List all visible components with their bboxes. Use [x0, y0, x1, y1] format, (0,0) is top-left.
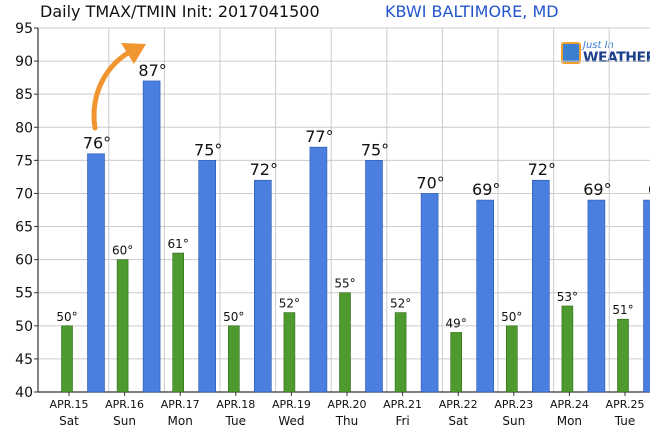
tmin-label: 52° — [279, 297, 300, 311]
tmax-label: 69° — [583, 180, 611, 199]
tmax-label: 72° — [528, 160, 556, 179]
tmin-label: 60° — [112, 244, 133, 258]
tmin-label: 50° — [501, 310, 522, 324]
x-day-label: Fri — [395, 414, 409, 428]
x-tick-label: APR.15 — [50, 398, 89, 411]
x-day-label: Mon — [168, 414, 193, 428]
tmin-label: 52° — [390, 297, 411, 311]
tmax-label: 6 — [648, 180, 650, 199]
tmin-label: 50° — [223, 310, 244, 324]
y-tick-label: 95 — [15, 21, 33, 37]
tmin-bar — [228, 325, 240, 393]
x-tick-label: APR.24 — [550, 398, 589, 411]
tmin-bar — [172, 252, 184, 393]
station-name: KBWI BALTIMORE, MD — [385, 2, 559, 21]
y-tick-label: 50 — [15, 319, 33, 335]
y-tick-label: 85 — [15, 87, 33, 103]
tmax-bar — [365, 160, 383, 393]
y-tick-label: 40 — [15, 385, 33, 401]
x-day-label: Mon — [557, 414, 582, 428]
tmax-label: 69° — [472, 180, 500, 199]
x-day-label: Sun — [113, 414, 136, 428]
x-day-label: Tue — [614, 414, 636, 428]
x-day-label: Tue — [225, 414, 247, 428]
tmax-label: 87° — [138, 61, 166, 80]
x-tick-label: APR.25 — [606, 398, 645, 411]
x-tick-label: APR.16 — [105, 398, 144, 411]
x-day-label: Sun — [502, 414, 525, 428]
tmin-label: 53° — [557, 290, 578, 304]
y-tick-label: 75 — [15, 153, 33, 169]
x-tick-label: APR.17 — [161, 398, 200, 411]
x-day-label: Wed — [278, 414, 304, 428]
phone-icon — [561, 42, 581, 64]
logo-line2: WEATHER — [583, 50, 650, 66]
y-tick-label: 80 — [15, 120, 33, 136]
x-tick-label: APR.19 — [272, 398, 311, 411]
x-tick-label: APR.22 — [439, 398, 478, 411]
tmax-bar — [254, 179, 272, 393]
y-tick-label: 60 — [15, 253, 33, 269]
tmax-label: 75° — [361, 140, 389, 159]
y-tick-label: 45 — [15, 352, 33, 368]
logo-line1: Just In — [583, 40, 614, 51]
x-tick-label: APR.23 — [494, 398, 533, 411]
tmax-bar — [198, 160, 216, 393]
tmin-label: 49° — [446, 316, 467, 330]
tmin-label: 51° — [612, 303, 633, 317]
tmin-bar — [339, 292, 351, 393]
tmin-bar — [450, 332, 463, 393]
x-day-label: Sat — [448, 414, 468, 428]
tmin-label: 61° — [168, 237, 189, 251]
tmin-bar — [116, 259, 129, 393]
tmax-bar — [142, 80, 161, 393]
tmin-bar — [505, 325, 518, 393]
tmax-bar — [643, 199, 650, 393]
tmax-bar — [87, 153, 105, 393]
tmin-label: 50° — [56, 310, 77, 324]
y-tick-label: 90 — [15, 54, 33, 70]
trend-arrow-head-icon — [121, 43, 146, 64]
trend-arrow-icon — [91, 47, 136, 131]
tmin-bar — [561, 305, 574, 393]
x-tick-label: APR.18 — [216, 398, 255, 411]
tmax-bar — [476, 199, 495, 393]
tmax-label: 77° — [305, 127, 333, 146]
tmax-label: 72° — [250, 160, 278, 179]
chart-title: Daily TMAX/TMIN Init: 2017041500 — [40, 2, 320, 21]
tmax-bar — [309, 146, 328, 393]
tmax-bar — [587, 199, 606, 393]
tmax-label: 75° — [194, 140, 222, 159]
tmax-label: 70° — [416, 173, 444, 192]
tmin-bar — [283, 312, 296, 393]
tmin-bar — [394, 312, 407, 393]
y-tick-label: 70 — [15, 186, 33, 202]
x-tick-label: APR.21 — [383, 398, 422, 411]
tmax-label: 76° — [83, 134, 111, 153]
just-in-weather-logo: Just In WEATHER — [561, 40, 650, 68]
y-tick-label: 65 — [15, 220, 33, 236]
x-day-label: Thu — [335, 414, 359, 428]
tmin-bar — [61, 325, 73, 393]
x-day-label: Sat — [59, 414, 79, 428]
tmin-label: 55° — [334, 277, 355, 291]
tmax-bar — [420, 193, 439, 393]
x-tick-label: APR.20 — [328, 398, 367, 411]
tmin-bar — [617, 318, 629, 393]
tmax-bar — [531, 179, 550, 393]
y-tick-label: 55 — [15, 286, 33, 302]
